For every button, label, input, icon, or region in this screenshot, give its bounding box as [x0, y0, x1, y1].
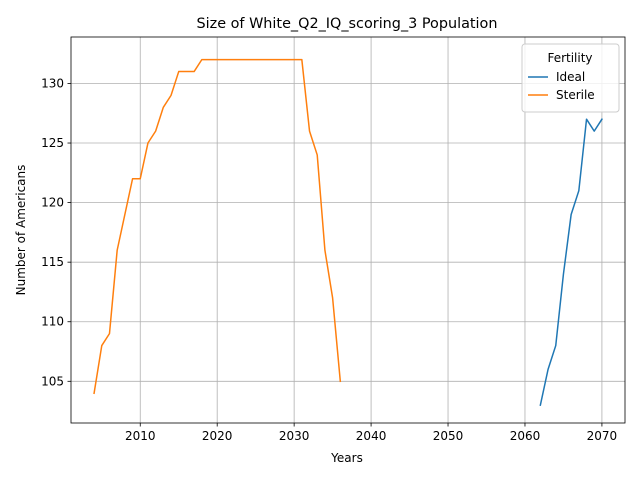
x-tick-label: 2020 [202, 429, 233, 443]
y-tick-label: 125 [41, 136, 64, 150]
x-tick-label: 2060 [510, 429, 541, 443]
x-tick-label: 2010 [125, 429, 156, 443]
y-tick-label: 120 [41, 196, 64, 210]
y-axis: 105 110 115 120 125 130 [41, 76, 71, 388]
plot-frame [70, 36, 626, 424]
x-tick-label: 2040 [356, 429, 387, 443]
y-tick-label: 105 [41, 374, 64, 388]
legend-entries: Ideal Sterile [528, 70, 595, 102]
x-tick-label: 2050 [433, 429, 464, 443]
legend: Fertility Ideal Sterile [521, 43, 620, 113]
x-tick-label: 2070 [587, 429, 618, 443]
series-line-sterile [93, 58, 342, 395]
y-axis-label: Number of Americans [14, 165, 28, 296]
grid [71, 37, 625, 423]
series-line-ideal [539, 118, 603, 407]
x-axis: 2010 2020 2030 2040 2050 2060 2070 [125, 423, 617, 443]
chart-title: Size of White_Q2_IQ_scoring_3 Population [197, 16, 498, 32]
x-tick-label: 2030 [279, 429, 310, 443]
y-tick-label: 115 [41, 255, 64, 269]
y-tick-label: 110 [41, 315, 64, 329]
series-layer [93, 58, 603, 407]
legend-title: Fertility [547, 51, 592, 65]
legend-label-sterile: Sterile [556, 88, 595, 102]
legend-label-ideal: Ideal [556, 70, 585, 84]
x-axis-label: Years [330, 451, 363, 465]
y-tick-label: 130 [41, 76, 64, 90]
